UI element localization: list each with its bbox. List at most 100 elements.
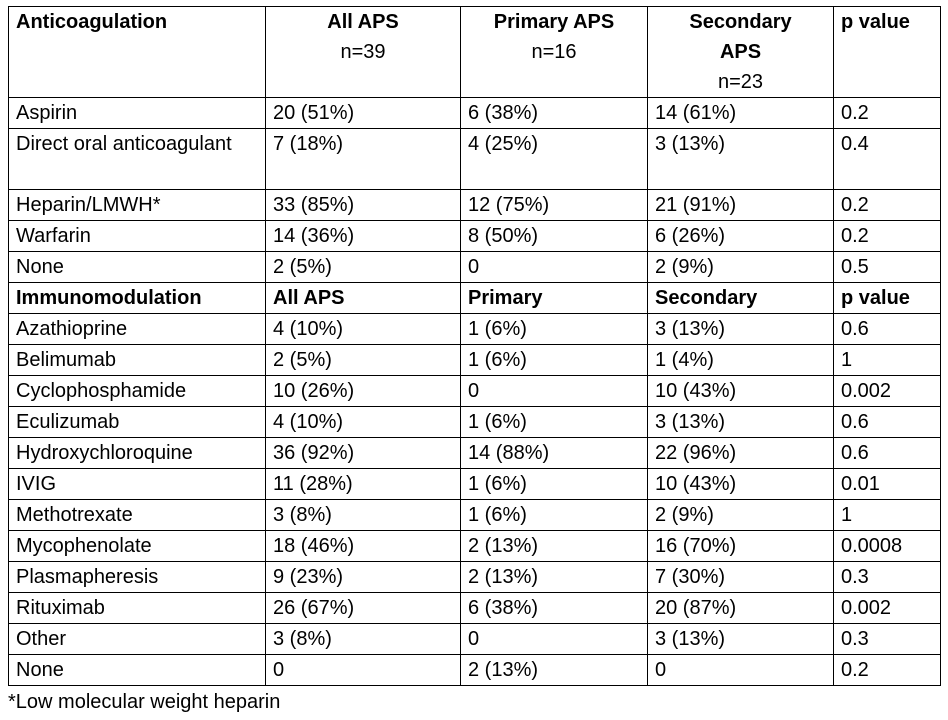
subheader-secondary: Secondary bbox=[647, 282, 834, 314]
table-row: IVIG 11 (28%) 1 (6%) 10 (43%) 0.01 bbox=[8, 468, 941, 500]
footnote: *Low molecular weight heparin bbox=[8, 691, 281, 713]
row-label: Hydroxychloroquine bbox=[8, 437, 266, 469]
row-label: None bbox=[8, 654, 266, 686]
cell-p-value: 0.2 bbox=[833, 97, 941, 129]
header-row: Anticoagulation All APS n=39 Primary APS… bbox=[8, 6, 941, 98]
header-anticoagulation: Anticoagulation bbox=[8, 6, 266, 98]
cell-p-value: 0.002 bbox=[833, 375, 941, 407]
table-row: Mycophenolate 18 (46%) 2 (13%) 16 (70%) … bbox=[8, 530, 941, 562]
cell-primary: 12 (75%) bbox=[460, 189, 648, 221]
cell-p-value: 0.01 bbox=[833, 468, 941, 500]
row-label: Azathioprine bbox=[8, 313, 266, 345]
table-row: Methotrexate 3 (8%) 1 (6%) 2 (9%) 1 bbox=[8, 499, 941, 531]
cell-primary: 1 (6%) bbox=[460, 344, 648, 376]
header-primary-aps-title: Primary APS bbox=[493, 11, 615, 33]
cell-secondary: 0 bbox=[647, 654, 834, 686]
table-row: None 0 2 (13%) 0 0.2 bbox=[8, 654, 941, 686]
header-all-aps-n: n=39 bbox=[340, 41, 386, 63]
cell-secondary: 10 (43%) bbox=[647, 375, 834, 407]
header-secondary-aps-n: n=23 bbox=[717, 71, 764, 93]
cell-primary: 8 (50%) bbox=[460, 220, 648, 252]
cell-all: 0 bbox=[265, 654, 461, 686]
cell-p-value: 0.5 bbox=[833, 251, 941, 283]
table-row: Belimumab 2 (5%) 1 (6%) 1 (4%) 1 bbox=[8, 344, 941, 376]
table-row: None 2 (5%) 0 2 (9%) 0.5 bbox=[8, 251, 941, 283]
cell-secondary: 2 (9%) bbox=[647, 499, 834, 531]
cell-p-value: 0.6 bbox=[833, 406, 941, 438]
aps-treatment-table: Anticoagulation All APS n=39 Primary APS… bbox=[8, 6, 941, 686]
subheader-row: Immunomodulation All APS Primary Seconda… bbox=[8, 282, 941, 314]
cell-secondary: 10 (43%) bbox=[647, 468, 834, 500]
cell-all: 4 (10%) bbox=[265, 406, 461, 438]
row-label: None bbox=[8, 251, 266, 283]
cell-secondary: 3 (13%) bbox=[647, 313, 834, 345]
cell-all: 18 (46%) bbox=[265, 530, 461, 562]
cell-secondary: 3 (13%) bbox=[647, 128, 834, 190]
cell-secondary: 14 (61%) bbox=[647, 97, 834, 129]
cell-p-value: 0.6 bbox=[833, 437, 941, 469]
cell-primary: 2 (13%) bbox=[460, 530, 648, 562]
table-row: Other 3 (8%) 0 3 (13%) 0.3 bbox=[8, 623, 941, 655]
subheader-immunomodulation: Immunomodulation bbox=[8, 282, 266, 314]
table-row: Eculizumab 4 (10%) 1 (6%) 3 (13%) 0.6 bbox=[8, 406, 941, 438]
cell-primary: 0 bbox=[460, 251, 648, 283]
cell-primary: 4 (25%) bbox=[460, 128, 648, 190]
header-secondary-aps: Secondary APS n=23 bbox=[647, 6, 834, 98]
cell-primary: 1 (6%) bbox=[460, 499, 648, 531]
cell-primary: 0 bbox=[460, 375, 648, 407]
cell-primary: 0 bbox=[460, 623, 648, 655]
cell-p-value: 0.2 bbox=[833, 220, 941, 252]
cell-all: 3 (8%) bbox=[265, 499, 461, 531]
table-row: Hydroxychloroquine 36 (92%) 14 (88%) 22 … bbox=[8, 437, 941, 469]
row-label: Heparin/LMWH* bbox=[8, 189, 266, 221]
header-primary-aps: Primary APS n=16 bbox=[460, 6, 648, 98]
header-p-value: p value bbox=[833, 6, 941, 98]
cell-secondary: 3 (13%) bbox=[647, 406, 834, 438]
cell-all: 2 (5%) bbox=[265, 344, 461, 376]
cell-all: 14 (36%) bbox=[265, 220, 461, 252]
table-row: Direct oral anticoagulant 7 (18%) 4 (25%… bbox=[8, 128, 941, 190]
cell-primary: 1 (6%) bbox=[460, 313, 648, 345]
row-label: Belimumab bbox=[8, 344, 266, 376]
cell-p-value: 0.2 bbox=[833, 654, 941, 686]
cell-secondary: 16 (70%) bbox=[647, 530, 834, 562]
table-row: Plasmapheresis 9 (23%) 2 (13%) 7 (30%) 0… bbox=[8, 561, 941, 593]
cell-secondary: 21 (91%) bbox=[647, 189, 834, 221]
cell-secondary: 20 (87%) bbox=[647, 592, 834, 624]
row-label: Mycophenolate bbox=[8, 530, 266, 562]
cell-p-value: 0.2 bbox=[833, 189, 941, 221]
cell-p-value: 0.3 bbox=[833, 623, 941, 655]
cell-all: 36 (92%) bbox=[265, 437, 461, 469]
row-label: Aspirin bbox=[8, 97, 266, 129]
cell-secondary: 6 (26%) bbox=[647, 220, 834, 252]
cell-all: 33 (85%) bbox=[265, 189, 461, 221]
row-label: Other bbox=[8, 623, 266, 655]
cell-all: 10 (26%) bbox=[265, 375, 461, 407]
header-primary-aps-n: n=16 bbox=[531, 41, 577, 63]
cell-p-value: 0.4 bbox=[833, 128, 941, 190]
header-all-aps: All APS n=39 bbox=[265, 6, 461, 98]
table-row: Cyclophosphamide 10 (26%) 0 10 (43%) 0.0… bbox=[8, 375, 941, 407]
subheader-all-aps: All APS bbox=[265, 282, 461, 314]
subheader-p-value: p value bbox=[833, 282, 941, 314]
cell-secondary: 3 (13%) bbox=[647, 623, 834, 655]
header-secondary-aps-title-a: Secondary bbox=[689, 11, 792, 33]
cell-p-value: 0.002 bbox=[833, 592, 941, 624]
row-label: Rituximab bbox=[8, 592, 266, 624]
cell-p-value: 1 bbox=[833, 344, 941, 376]
cell-p-value: 1 bbox=[833, 499, 941, 531]
cell-all: 4 (10%) bbox=[265, 313, 461, 345]
row-label: Direct oral anticoagulant bbox=[8, 128, 266, 190]
table-row: Heparin/LMWH* 33 (85%) 12 (75%) 21 (91%)… bbox=[8, 189, 941, 221]
cell-all: 3 (8%) bbox=[265, 623, 461, 655]
cell-primary: 2 (13%) bbox=[460, 561, 648, 593]
table-row: Azathioprine 4 (10%) 1 (6%) 3 (13%) 0.6 bbox=[8, 313, 941, 345]
cell-p-value: 0.3 bbox=[833, 561, 941, 593]
row-label: Methotrexate bbox=[8, 499, 266, 531]
row-label: Plasmapheresis bbox=[8, 561, 266, 593]
cell-p-value: 0.0008 bbox=[833, 530, 941, 562]
header-secondary-aps-title-b: APS bbox=[719, 41, 762, 63]
cell-primary: 1 (6%) bbox=[460, 468, 648, 500]
row-label: Warfarin bbox=[8, 220, 266, 252]
cell-all: 2 (5%) bbox=[265, 251, 461, 283]
